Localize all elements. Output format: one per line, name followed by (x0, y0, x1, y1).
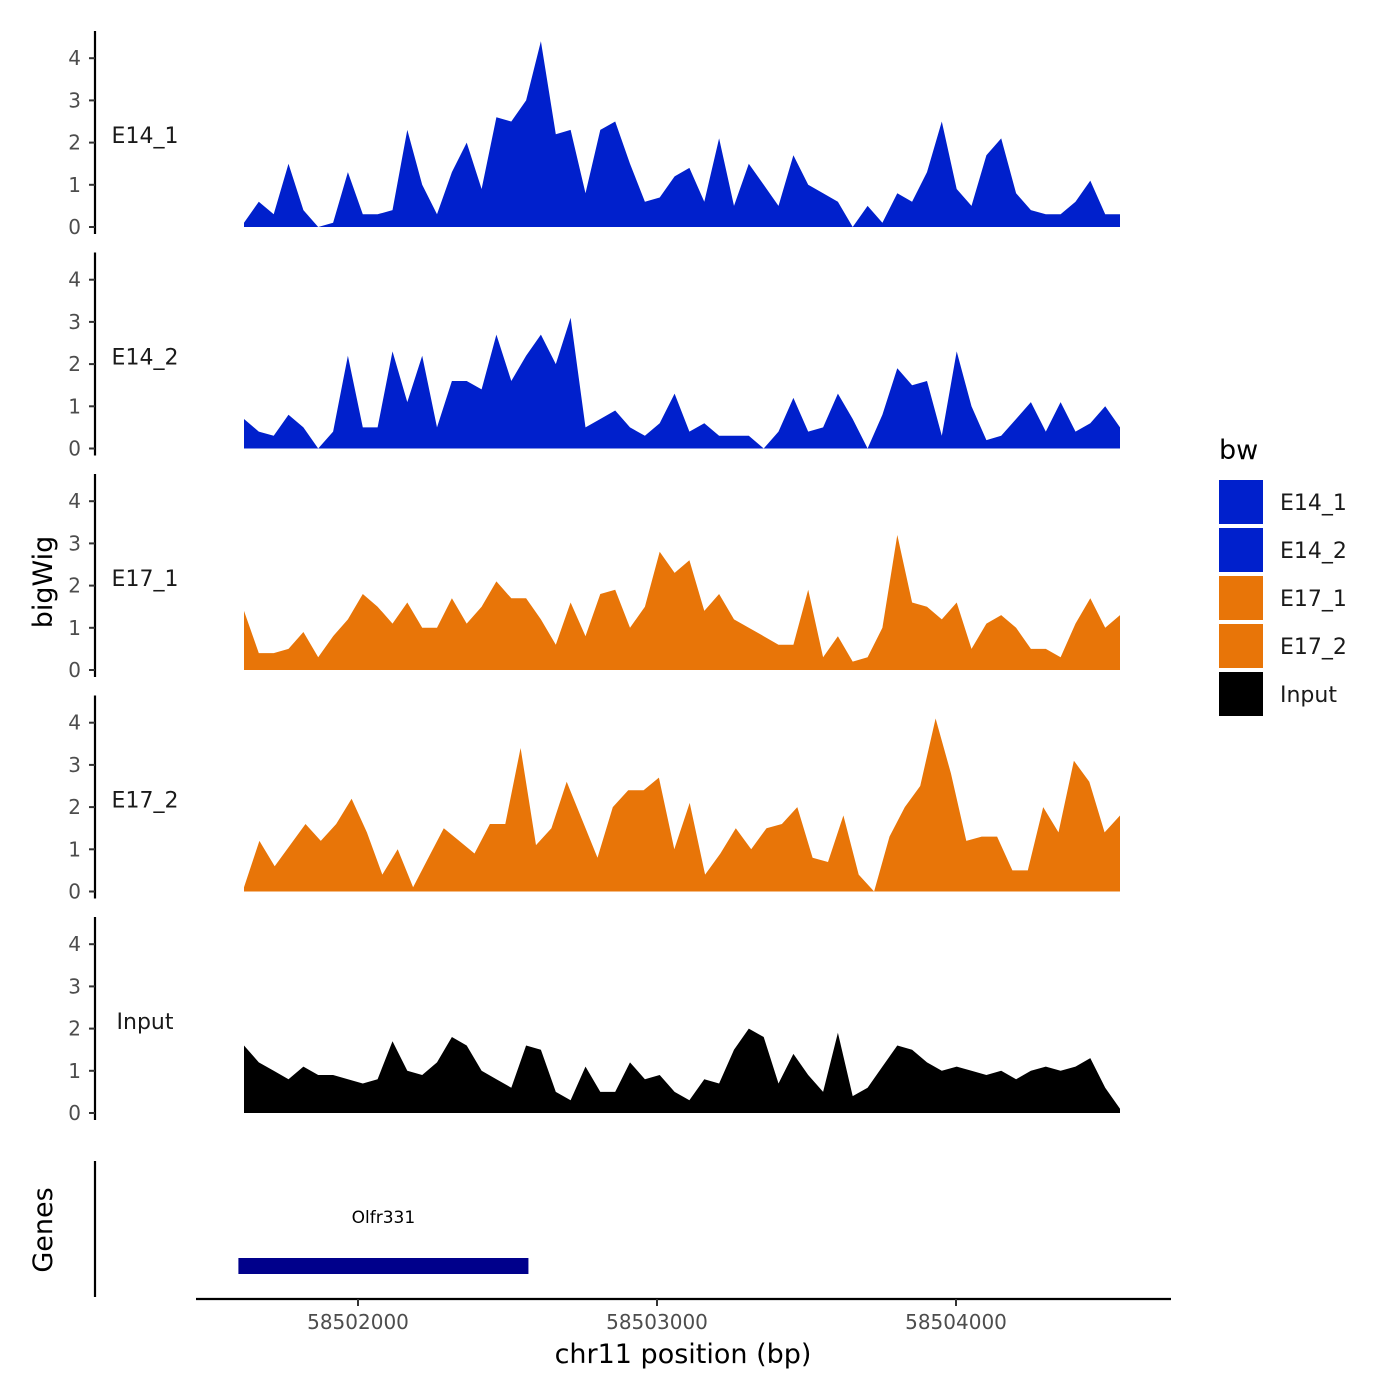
y-tick-label: 3 (68, 974, 81, 998)
y-tick-label: 0 (68, 437, 81, 461)
signal-area (244, 718, 1120, 892)
track-label: E17_1 (112, 567, 179, 592)
y-tick-label: 1 (68, 837, 81, 861)
legend-label: E17_1 (1280, 587, 1347, 612)
y-tick-label: 4 (68, 489, 81, 513)
y-axis-title: bigWig (28, 536, 59, 629)
signal-tracks: 0 1 2 3 4 E14_1 0 1 2 3 4 E14_2 0 1 2 3 4 E17_1 0 1 2 3 4 E17_2… (68, 31, 1120, 1125)
y-tick-label: 3 (68, 88, 81, 112)
y-tick-label: 2 (68, 574, 81, 598)
legend-swatch (1219, 576, 1263, 620)
legend-swatch (1219, 528, 1263, 572)
track-e14-2: 0 1 2 3 4 E14_2 (68, 252, 1120, 461)
x-tick-label: 58503000 (606, 1310, 708, 1334)
y-tick-label: 4 (68, 268, 81, 292)
y-tick-label: 2 (68, 131, 81, 155)
y-tick-label: 0 (68, 215, 81, 239)
y-tick-label: 2 (68, 352, 81, 376)
track-label: E17_2 (112, 789, 179, 814)
legend-swatch (1219, 480, 1263, 524)
legend-title: bw (1219, 435, 1258, 466)
y-tick-label: 3 (68, 753, 81, 777)
track-label: Input (117, 1010, 174, 1035)
y-tick-label: 0 (68, 880, 81, 904)
x-tick-label: 58504000 (905, 1310, 1007, 1334)
legend: bw E14_1 E14_2 E17_1 E17_2 Input (1219, 435, 1347, 716)
x-tick-label: 58502000 (307, 1310, 409, 1334)
legend-swatch (1219, 624, 1263, 668)
track-e17-2: 0 1 2 3 4 E17_2 (68, 695, 1120, 904)
legend-label: E14_1 (1280, 491, 1347, 516)
legend-swatch (1219, 672, 1263, 716)
signal-area (244, 317, 1120, 449)
legend-label: E17_2 (1280, 635, 1347, 660)
signal-area (244, 41, 1120, 227)
track-label: E14_1 (112, 124, 179, 149)
y-tick-label: 2 (68, 795, 81, 819)
signal-area (244, 535, 1120, 670)
y-tick-label: 1 (68, 394, 81, 418)
y-tick-label: 1 (68, 1059, 81, 1083)
y-tick-label: 1 (68, 616, 81, 640)
y-tick-label: 3 (68, 531, 81, 555)
track-label: E14_2 (112, 346, 179, 371)
gene-track: Olfr331 (93, 1161, 529, 1297)
y-tick-label: 4 (68, 932, 81, 956)
y-tick-label: 0 (68, 1101, 81, 1125)
x-axis-title: chr11 position (bp) (555, 1339, 812, 1370)
genes-track-title: Genes (28, 1187, 59, 1272)
y-tick-label: 4 (68, 711, 81, 735)
legend-label: Input (1280, 683, 1337, 708)
x-axis: 58502000 58503000 58504000 (196, 1297, 1171, 1334)
y-tick-label: 4 (68, 46, 81, 70)
legend-label: E14_2 (1280, 539, 1347, 564)
track-e17-1: 0 1 2 3 4 E17_1 (68, 474, 1120, 682)
signal-area (244, 1028, 1120, 1113)
track-e14-1: 0 1 2 3 4 E14_1 (68, 31, 1120, 239)
gene-body (238, 1258, 529, 1274)
y-tick-label: 2 (68, 1017, 81, 1041)
track-input: 0 1 2 3 4 Input (68, 917, 1120, 1125)
y-tick-label: 1 (68, 173, 81, 197)
gene-label: Olfr331 (352, 1208, 416, 1228)
y-tick-label: 0 (68, 658, 81, 682)
y-tick-label: 3 (68, 310, 81, 334)
